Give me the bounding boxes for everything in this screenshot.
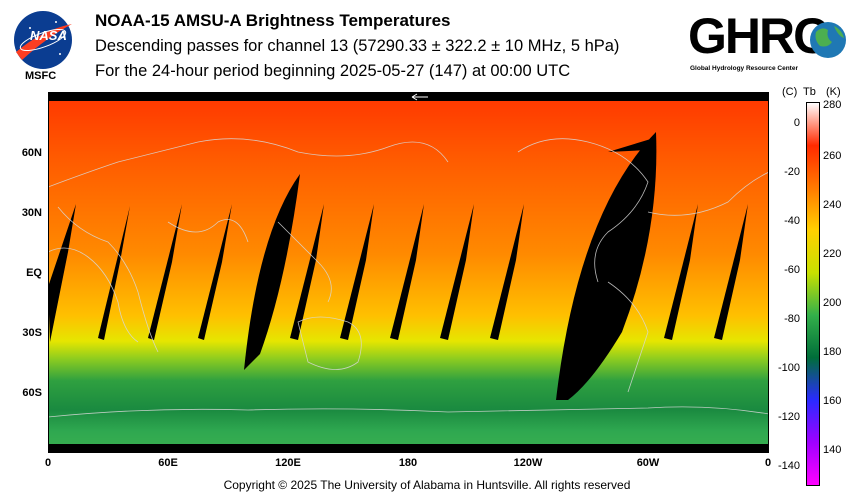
brightness-temperature-map bbox=[48, 92, 769, 453]
lon-label-120e: 120E bbox=[275, 457, 301, 469]
globe-icon bbox=[810, 22, 846, 58]
nasa-logo-icon bbox=[14, 11, 72, 69]
colorbar-k-140: 140 bbox=[823, 444, 842, 456]
msfc-caption: MSFC bbox=[25, 70, 57, 82]
colorbar-k-200: 200 bbox=[823, 297, 842, 309]
colorbar-unit-kelvin: (K) bbox=[826, 86, 841, 98]
lat-label-60n: 60N bbox=[21, 147, 42, 159]
map-frame bbox=[48, 92, 769, 453]
arrow-icon bbox=[411, 93, 428, 101]
colorbar-c-neg100: -100 bbox=[777, 362, 800, 374]
colorbar bbox=[806, 102, 820, 486]
colorbar-k-220: 220 bbox=[823, 248, 842, 260]
colorbar-c-neg20: -20 bbox=[784, 166, 800, 178]
colorbar-k-280: 280 bbox=[823, 99, 842, 111]
lon-label-120w: 120W bbox=[513, 457, 543, 469]
orbit-gaps bbox=[48, 132, 748, 400]
colorbar-k-180: 180 bbox=[823, 346, 842, 358]
lon-label-0-left: 0 bbox=[44, 457, 52, 469]
lon-label-60w: 60W bbox=[636, 457, 660, 469]
lon-label-0-right: 0 bbox=[764, 457, 772, 469]
ghrc-logo-text: GHRC bbox=[688, 8, 829, 64]
ghrc-caption: Global Hydrology Resource Center bbox=[690, 65, 798, 72]
colorbar-c-neg80: -80 bbox=[784, 313, 800, 325]
chart-subtitle-period: For the 24-hour period beginning 2025-05… bbox=[95, 62, 571, 80]
chart-title: NOAA-15 AMSU-A Brightness Temperatures bbox=[95, 11, 451, 30]
colorbar-c-neg60: -60 bbox=[784, 264, 800, 276]
colorbar-unit-tb: Tb bbox=[803, 86, 816, 98]
coastlines bbox=[48, 138, 769, 418]
lat-label-60s: 60S bbox=[22, 387, 42, 399]
lon-label-60e: 60E bbox=[158, 457, 178, 469]
lat-label-eq: EQ bbox=[26, 267, 42, 279]
colorbar-k-240: 240 bbox=[823, 199, 842, 211]
lat-label-30n: 30N bbox=[21, 207, 42, 219]
colorbar-c-neg120: -120 bbox=[777, 411, 800, 423]
colorbar-k-160: 160 bbox=[823, 395, 842, 407]
copyright-notice: Copyright © 2025 The University of Alaba… bbox=[223, 478, 631, 492]
nasa-logo-text: NASA bbox=[30, 28, 67, 43]
colorbar-c-neg40: -40 bbox=[784, 215, 800, 227]
colorbar-c-neg140: -140 bbox=[777, 460, 800, 472]
chart-subtitle-channel: Descending passes for channel 13 (57290.… bbox=[95, 37, 620, 55]
colorbar-k-260: 260 bbox=[823, 150, 842, 162]
no-data-bottom-band bbox=[48, 444, 769, 453]
lat-label-30s: 30S bbox=[22, 327, 42, 339]
lon-label-180: 180 bbox=[398, 457, 418, 469]
colorbar-c-0: 0 bbox=[793, 117, 800, 129]
colorbar-unit-celsius: (C) bbox=[782, 86, 798, 98]
no-data-top-band bbox=[48, 92, 769, 101]
